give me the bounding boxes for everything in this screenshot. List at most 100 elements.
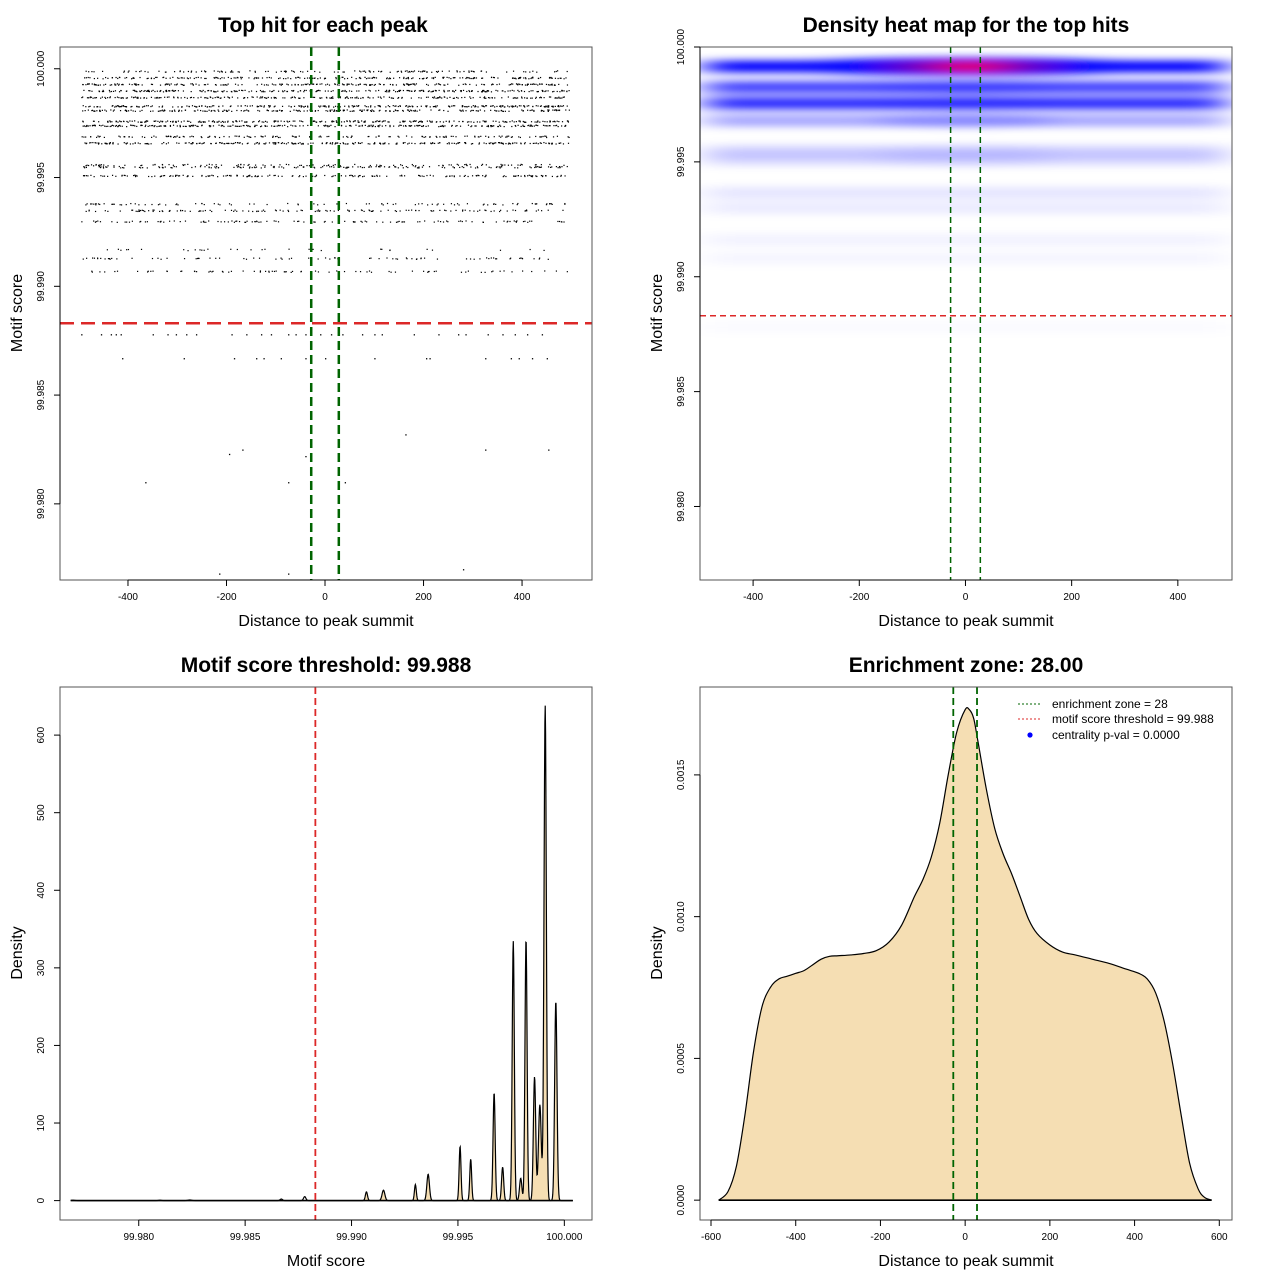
point bbox=[447, 110, 449, 112]
point bbox=[464, 142, 467, 144]
point bbox=[421, 121, 423, 123]
point bbox=[313, 77, 315, 79]
point bbox=[561, 90, 564, 92]
point bbox=[138, 84, 140, 86]
point bbox=[162, 76, 164, 79]
point bbox=[117, 143, 119, 145]
point bbox=[120, 204, 123, 206]
point bbox=[273, 96, 275, 99]
point bbox=[100, 166, 102, 168]
point bbox=[360, 77, 362, 80]
point bbox=[291, 70, 293, 72]
point bbox=[128, 83, 131, 85]
point bbox=[518, 358, 520, 360]
point bbox=[96, 110, 98, 112]
point bbox=[191, 135, 193, 137]
point bbox=[195, 71, 197, 73]
point bbox=[264, 125, 266, 127]
point bbox=[115, 105, 117, 107]
point bbox=[551, 143, 553, 145]
point bbox=[498, 135, 500, 137]
point bbox=[158, 166, 161, 169]
point bbox=[190, 121, 192, 123]
point bbox=[231, 334, 233, 336]
point bbox=[284, 124, 286, 126]
point bbox=[146, 90, 148, 92]
point bbox=[473, 258, 475, 260]
point bbox=[539, 121, 541, 123]
point bbox=[172, 76, 174, 78]
point bbox=[186, 77, 189, 79]
point bbox=[483, 110, 486, 112]
point bbox=[490, 91, 493, 93]
point bbox=[369, 84, 371, 86]
point bbox=[472, 70, 475, 73]
point bbox=[213, 90, 215, 92]
point bbox=[227, 120, 229, 122]
point bbox=[216, 96, 218, 98]
point bbox=[294, 125, 296, 127]
point bbox=[257, 77, 260, 79]
point bbox=[359, 166, 362, 168]
point bbox=[345, 202, 348, 205]
point bbox=[465, 271, 467, 273]
point bbox=[462, 209, 464, 211]
point bbox=[423, 270, 425, 272]
point bbox=[84, 109, 86, 112]
point bbox=[477, 136, 479, 138]
point bbox=[444, 136, 446, 138]
point bbox=[237, 105, 239, 107]
point bbox=[354, 175, 356, 177]
point bbox=[402, 167, 404, 169]
point bbox=[464, 106, 466, 108]
point bbox=[166, 96, 169, 98]
point bbox=[325, 84, 327, 86]
point bbox=[208, 136, 210, 138]
point bbox=[499, 270, 501, 272]
point bbox=[477, 210, 479, 212]
point bbox=[414, 110, 416, 112]
point bbox=[287, 126, 289, 128]
point bbox=[368, 166, 371, 168]
point bbox=[431, 203, 433, 205]
point bbox=[324, 220, 326, 223]
point bbox=[169, 124, 172, 127]
point bbox=[501, 166, 503, 168]
point bbox=[226, 110, 229, 112]
point bbox=[330, 90, 332, 93]
point bbox=[254, 136, 256, 138]
point bbox=[318, 105, 320, 107]
point bbox=[247, 125, 249, 127]
point bbox=[200, 96, 202, 98]
point bbox=[138, 166, 141, 169]
heat-band bbox=[705, 252, 1226, 265]
point bbox=[471, 109, 473, 112]
point bbox=[321, 142, 323, 144]
point bbox=[285, 271, 287, 273]
point bbox=[406, 77, 408, 79]
point bbox=[176, 203, 178, 205]
point bbox=[329, 142, 332, 144]
point bbox=[192, 125, 194, 127]
point bbox=[558, 121, 560, 123]
point bbox=[134, 142, 136, 144]
point bbox=[140, 70, 142, 72]
point bbox=[335, 142, 337, 144]
point bbox=[325, 142, 328, 144]
point bbox=[541, 210, 543, 212]
point bbox=[311, 83, 313, 85]
point bbox=[513, 220, 515, 222]
point bbox=[356, 90, 358, 92]
point bbox=[99, 109, 101, 111]
point bbox=[119, 106, 121, 108]
point bbox=[430, 109, 432, 111]
x-axis-label: Distance to peak summit bbox=[878, 613, 1054, 630]
point bbox=[433, 96, 436, 98]
point bbox=[215, 164, 217, 166]
point bbox=[339, 106, 341, 108]
point bbox=[379, 96, 382, 98]
point bbox=[135, 84, 137, 86]
point bbox=[361, 109, 363, 111]
legend-label-enrichment: enrichment zone = 28 bbox=[1052, 697, 1168, 711]
point bbox=[372, 110, 374, 112]
